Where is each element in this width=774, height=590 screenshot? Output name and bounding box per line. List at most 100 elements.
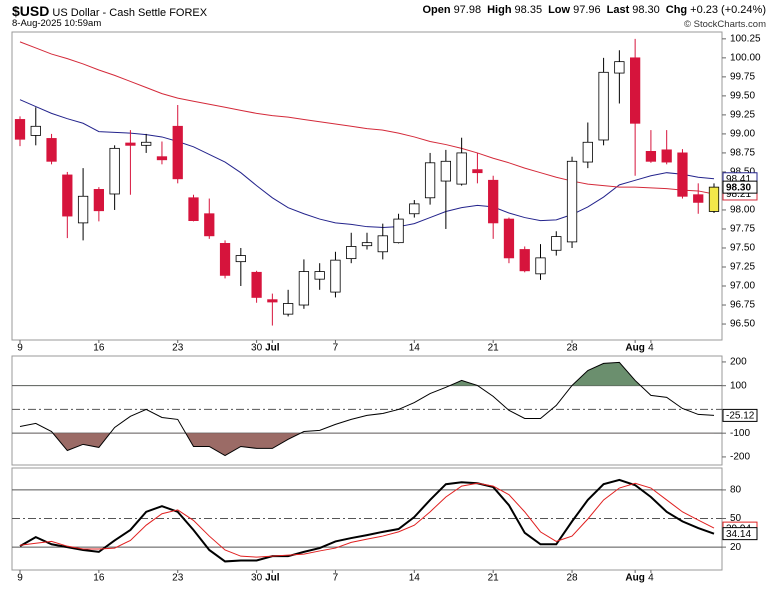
y-tick-label: 20 (730, 542, 742, 553)
quote-item: Low 97.96 (548, 4, 601, 16)
x-tick-label: 23 (172, 573, 184, 584)
quote-label: Open (422, 4, 451, 16)
candle-body (314, 271, 325, 280)
x-tick-label: 21 (488, 343, 500, 354)
x-tick-label: 21 (488, 573, 500, 584)
last-value-label: 98.41 (726, 174, 751, 185)
x-tick-label: 9 (17, 573, 23, 584)
candle-body (519, 249, 530, 272)
y-tick-label: 50 (730, 513, 742, 524)
candle-body (235, 255, 246, 263)
series-line (19, 478, 715, 563)
y-tick-label: 98.00 (730, 205, 755, 216)
candle-body (488, 179, 499, 224)
candle-body (204, 213, 215, 237)
exchange: FOREX (169, 7, 208, 19)
candle-body (551, 236, 562, 251)
x-tick-label: 14 (409, 573, 421, 584)
x-tick-label: 28 (566, 343, 578, 354)
candle-body (109, 147, 120, 195)
quote-label: Low (548, 4, 571, 16)
last-value-box (722, 408, 758, 422)
instrument-name: US Dollar - Cash Settle (52, 7, 167, 19)
y-tick-label: 97.75 (730, 224, 755, 235)
x-tick-label: Aug (625, 343, 644, 354)
series-line (19, 482, 715, 558)
quote-label: Chg (665, 4, 688, 16)
last-value-box (722, 180, 758, 194)
quote-item: Chg +0.23 (+0.24%) (666, 4, 766, 16)
candle-body (141, 141, 152, 146)
x-tick-label: 9 (17, 343, 23, 354)
y-tick-label: 98.50 (730, 167, 755, 178)
x-tick-label: Jul (265, 573, 280, 584)
credit: © StockCharts.com (684, 19, 766, 30)
candle-body (188, 197, 199, 222)
quote-value: 98.35 (514, 4, 543, 16)
quote-value: 97.98 (453, 4, 482, 16)
quote: Open 97.98 High 98.35 Low 97.96 Last 98.30 Chg +0… (422, 4, 766, 16)
candle-body (330, 259, 341, 293)
y-tick-label: 80 (730, 485, 742, 496)
y-tick-label: 100.00 (730, 52, 761, 63)
candle-body (424, 162, 436, 199)
last-value-label: -25.12 (726, 411, 755, 422)
candle-body (566, 160, 578, 243)
candle-body (267, 299, 278, 303)
timestamp: 8-Aug-2025 10:59am (12, 18, 102, 29)
y-tick-label: 100 (730, 380, 747, 391)
x-tick-label: 28 (566, 573, 578, 584)
panel-border (11, 31, 723, 341)
x-tick-label: 16 (93, 573, 105, 584)
candle-body (535, 257, 546, 275)
plot (14, 38, 720, 326)
candle-body (283, 303, 294, 315)
candle-body (472, 169, 483, 174)
candle-body (361, 242, 373, 247)
candle-body (630, 57, 641, 124)
candle-body (614, 61, 625, 74)
candle-body (440, 160, 451, 182)
candle-body (346, 246, 357, 260)
x-tick-label: 16 (93, 343, 105, 354)
last-value-box (722, 527, 758, 541)
quote-value: +0.23 (+0.24%) (690, 4, 766, 16)
candle-body (30, 125, 41, 136)
x-tick-label: Jul (265, 343, 280, 354)
candle-body (645, 150, 657, 162)
plot (12, 361, 722, 457)
y-tick-label: 97.25 (730, 262, 755, 273)
candle-body (125, 142, 136, 146)
candle-body (598, 71, 609, 141)
x-tick-label: 30 (251, 573, 263, 584)
y-tick-label: -100 (730, 428, 750, 439)
oversold-fill (20, 433, 714, 456)
y-tick-label: 99.25 (730, 110, 755, 121)
quote-item: High 98.35 (487, 4, 542, 16)
y-tick-label: 100.25 (730, 33, 761, 44)
last-value-label: 98.21 (726, 189, 751, 200)
x-tick-label: 14 (409, 343, 421, 354)
x-tick-label: 23 (172, 343, 184, 354)
x-tick-label: 30 (251, 343, 263, 354)
last-value-label: 34.14 (726, 529, 751, 540)
title-line: $USD US Dollar - Cash Settle FOREX (12, 3, 207, 19)
x-tick-label: 4 (648, 573, 654, 584)
y-tick-label: 98.75 (730, 148, 755, 159)
y-tick-label: 99.50 (730, 91, 755, 102)
candle-body (251, 271, 262, 298)
candle-body (14, 119, 26, 140)
series-line (19, 99, 715, 228)
candle-body (677, 152, 688, 197)
quote-label: High (487, 4, 512, 16)
candle-body (377, 235, 388, 253)
quote-value: 98.30 (632, 4, 660, 16)
plot (12, 478, 722, 563)
y-tick-label: 96.50 (730, 319, 755, 330)
candle-body (693, 194, 704, 203)
candle-body (456, 152, 467, 185)
series-line (19, 41, 715, 195)
x-tick-label: Aug (625, 573, 644, 584)
